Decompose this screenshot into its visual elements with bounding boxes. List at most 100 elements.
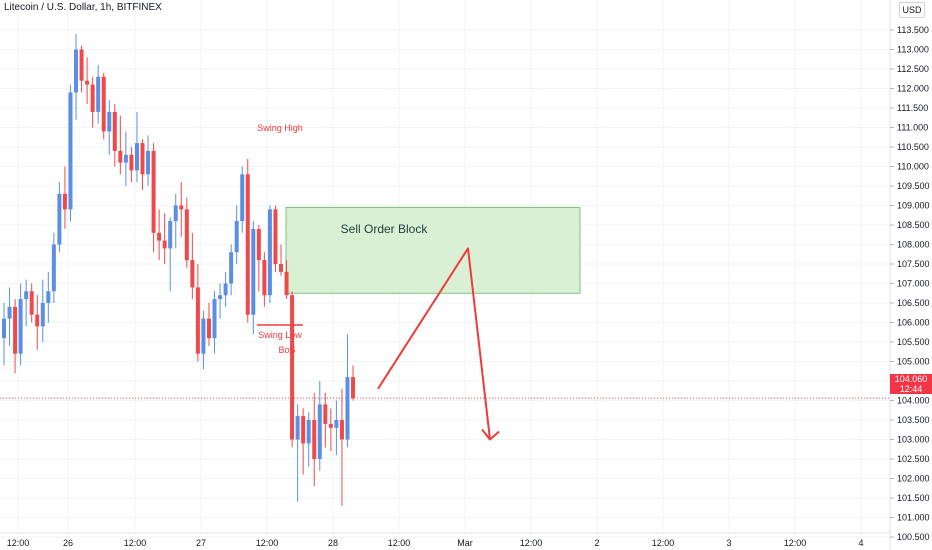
price-axis-label: 108.500 xyxy=(897,220,930,230)
candle-body xyxy=(312,420,317,459)
candle-body xyxy=(223,283,228,296)
candle-body xyxy=(146,150,151,175)
candle-body xyxy=(68,92,73,210)
price-axis-label: 110.000 xyxy=(897,162,929,172)
candle-body xyxy=(328,423,333,428)
candle-body xyxy=(123,154,128,163)
candle-body xyxy=(57,193,62,245)
price-axis-label: 111.000 xyxy=(897,123,928,133)
last-price-value: 104.060 xyxy=(894,374,928,384)
currency-button[interactable]: USD xyxy=(899,2,925,18)
time-axis-label: 28 xyxy=(328,538,338,548)
candle-body xyxy=(267,209,272,296)
candle-body xyxy=(240,174,245,222)
projection-arrow xyxy=(377,247,491,440)
time-axis-label: 12:00 xyxy=(388,538,411,548)
candle-body xyxy=(13,306,18,354)
swing-high-label: Swing High xyxy=(257,123,303,133)
candle-body xyxy=(24,291,29,300)
candle-body xyxy=(234,221,239,253)
price-axis-label: 108.000 xyxy=(897,240,930,250)
price-axis-label: 113.000 xyxy=(897,45,929,55)
candle-body xyxy=(273,209,278,264)
price-axis-label: 101.000 xyxy=(897,513,930,523)
candle-body xyxy=(218,295,223,300)
price-axis-label: 101.500 xyxy=(897,493,930,503)
candle-body xyxy=(290,295,295,440)
time-axis-label: 12:00 xyxy=(7,538,30,548)
candle-body xyxy=(190,260,195,288)
price-axis-label: 104.000 xyxy=(897,396,930,406)
price-axis-label: 102.500 xyxy=(897,454,930,464)
price-axis-label: 110.500 xyxy=(897,142,929,152)
candle-body xyxy=(162,240,167,249)
price-axis-label: 109.500 xyxy=(897,181,930,191)
candle-body xyxy=(157,232,162,241)
candle-body xyxy=(334,420,339,428)
candle-body xyxy=(284,271,289,296)
candle-body xyxy=(295,416,300,440)
time-axis-label: 26 xyxy=(63,538,73,548)
candle-body xyxy=(112,111,117,151)
bar-countdown: 12:44 xyxy=(899,384,923,394)
last-price-tag: 104.060 12:44 xyxy=(890,374,932,394)
candle-body xyxy=(107,111,112,132)
candle-body xyxy=(317,404,322,459)
candle-body xyxy=(339,420,344,440)
price-axis-label: 102.000 xyxy=(897,474,930,484)
time-axis-label: 12:00 xyxy=(520,538,543,548)
price-axis-label: 103.500 xyxy=(897,415,930,425)
projection-arrow-head xyxy=(481,428,500,441)
price-axis-label: 107.500 xyxy=(897,259,930,269)
candle-body xyxy=(62,193,67,210)
price-axis-label: 105.500 xyxy=(897,337,930,347)
time-axis-label: 12:00 xyxy=(652,538,675,548)
candle-body xyxy=(345,377,350,440)
candle-body xyxy=(323,404,328,424)
candle-body xyxy=(90,84,95,112)
candle-body xyxy=(201,318,206,354)
candle-body xyxy=(96,76,101,112)
candle-body xyxy=(184,209,189,261)
price-axis-label: 112.500 xyxy=(897,64,929,74)
order-block-label: Sell Order Block xyxy=(341,222,429,236)
candle-body xyxy=(168,221,173,249)
candle-body xyxy=(118,150,123,163)
price-axis-label: 106.000 xyxy=(897,318,930,328)
time-axis-label: 2 xyxy=(594,538,599,548)
time-axis-label: 3 xyxy=(726,538,731,548)
price-axis-label: 111.500 xyxy=(897,103,928,113)
candle-body xyxy=(256,228,261,261)
time-axis-label: 12:00 xyxy=(256,538,279,548)
candle-body xyxy=(173,205,178,222)
candle-body xyxy=(35,314,40,327)
candle-body xyxy=(212,299,217,339)
time-axis-label: 12:00 xyxy=(124,538,147,548)
candle-body xyxy=(251,228,256,315)
price-axis-label: 105.000 xyxy=(897,357,930,367)
price-axis-label: 113.500 xyxy=(897,25,929,35)
symbol-title[interactable]: Litecoin / U.S. Dollar, 1h, BITFINEX xyxy=(4,2,162,13)
price-axis-label: 103.000 xyxy=(897,435,930,445)
price-axis-label: 106.500 xyxy=(897,298,930,308)
time-axis-label: 4 xyxy=(858,538,863,548)
candle-body xyxy=(2,318,6,339)
candle-body xyxy=(140,143,145,175)
candle-body xyxy=(134,143,139,171)
candle-body xyxy=(101,76,106,132)
bos-label: BoS xyxy=(278,345,295,355)
candle-body xyxy=(74,49,79,93)
candle-body xyxy=(151,150,156,233)
candle-body xyxy=(306,420,311,444)
candle-body xyxy=(195,287,200,354)
order-block-zone xyxy=(285,206,581,294)
price-axis-label: 100.500 xyxy=(897,532,930,542)
candle-body xyxy=(245,174,250,315)
candle-body xyxy=(46,291,51,303)
time-axis-label: Mar xyxy=(457,538,473,548)
swing-low-label: Swing Low xyxy=(258,330,302,340)
time-axis-label: 27 xyxy=(196,538,206,548)
candle-body xyxy=(40,303,45,327)
